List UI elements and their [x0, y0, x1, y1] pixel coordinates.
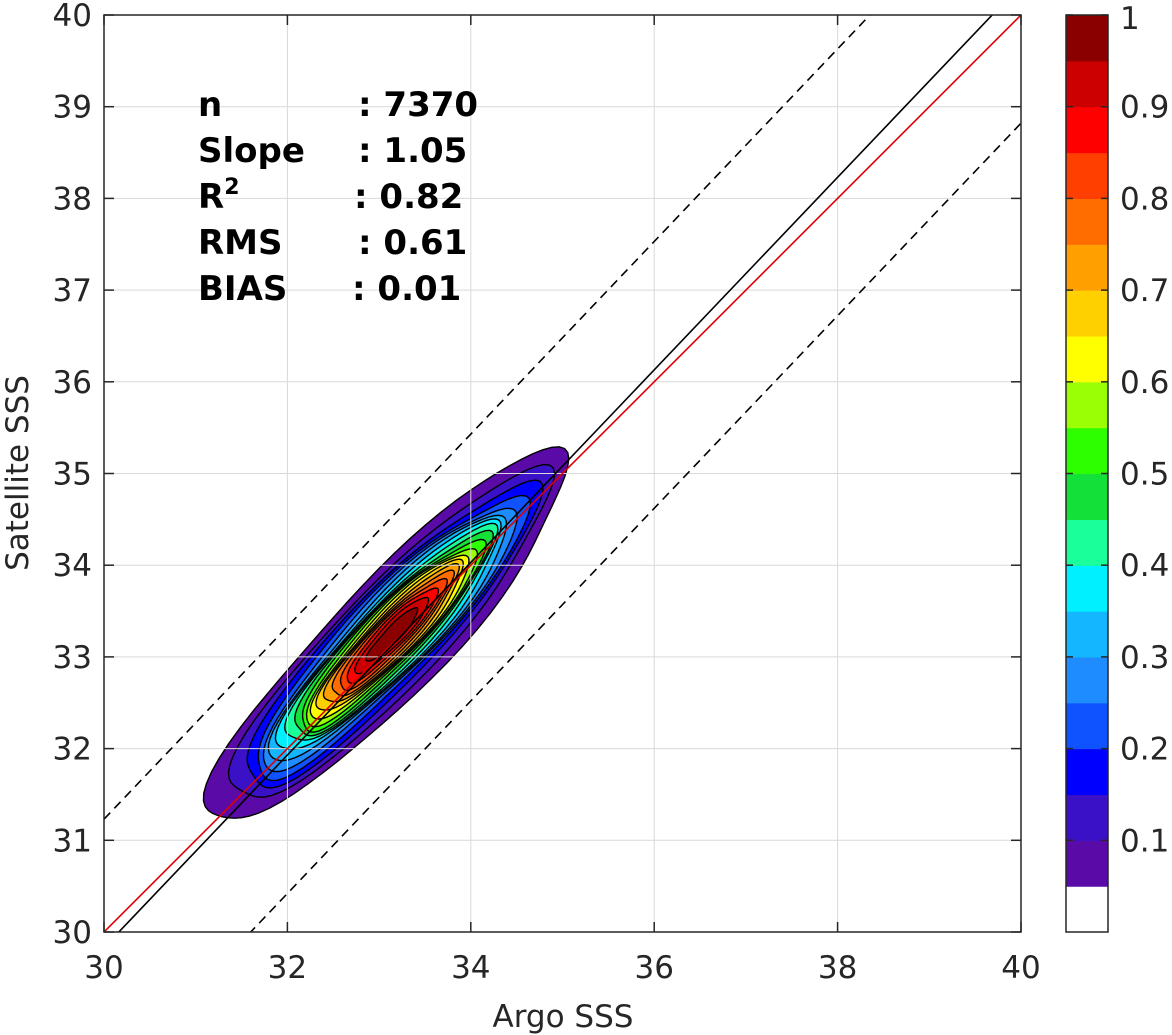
y-tick-label: 31	[53, 823, 92, 859]
stat-value: : 0.82	[354, 177, 463, 217]
stat-label: RMS	[198, 223, 283, 263]
reference-lines	[104, 15, 1021, 932]
y-tick-label: 40	[53, 0, 92, 34]
colorbar-segment	[1066, 519, 1108, 566]
colorbar-segment	[1066, 656, 1108, 704]
y-tick-labels: 30 31 32 33 34 35 36 37 38 39 40	[53, 0, 92, 951]
colorbar-tick-label: 0.9	[1120, 90, 1169, 126]
stat-superscript: 2	[224, 175, 239, 200]
colorbar-segment	[1066, 427, 1108, 475]
regression-line	[117, 15, 994, 932]
y-tick-label: 38	[53, 181, 92, 217]
y-tick-label: 30	[53, 915, 92, 951]
colorbar-segment	[1066, 565, 1108, 612]
colorbar-segment	[1066, 290, 1108, 337]
colorbar-segment	[1066, 886, 1108, 933]
colorbar-tick-label: 1	[1120, 1, 1140, 37]
lower-bound-line	[249, 122, 1021, 932]
stat-label: BIAS	[198, 269, 287, 309]
x-tick-label: 30	[84, 950, 123, 986]
colorbar-tick-label: 0.3	[1120, 640, 1169, 676]
x-tick-label: 40	[1001, 950, 1040, 986]
x-tick-label: 36	[634, 950, 673, 986]
colorbar-tick-label: 0.5	[1120, 457, 1169, 493]
axis-ticks	[103, 14, 1022, 933]
y-tick-label: 36	[53, 365, 92, 401]
colorbar-segment	[1066, 702, 1108, 750]
colorbar-segment	[1066, 794, 1108, 841]
colorbar-segment	[1066, 748, 1108, 796]
colorbar-segment	[1066, 611, 1108, 658]
colorbar-segment	[1066, 198, 1108, 245]
colorbar-segment	[1066, 244, 1108, 291]
y-tick-label: 35	[53, 457, 92, 493]
x-axis-label: Argo SSS	[493, 999, 634, 1035]
colorbar-tick-label: 0.7	[1120, 273, 1169, 309]
stat-value: : 1.05	[358, 131, 467, 171]
colorbar-segment	[1066, 60, 1108, 108]
colorbar-tick-label: 0.6	[1120, 365, 1169, 401]
y-tick-label: 32	[53, 732, 92, 768]
colorbar-segment	[1066, 106, 1108, 154]
colorbar-segment	[1066, 473, 1108, 520]
colorbar-tick-label: 0.8	[1120, 181, 1169, 217]
stat-value: : 0.01	[352, 269, 461, 309]
colorbar-segment	[1066, 335, 1108, 383]
x-tick-label: 38	[818, 950, 857, 986]
y-tick-label: 34	[53, 548, 92, 584]
x-tick-label: 34	[451, 950, 490, 986]
colorbar-segment	[1066, 381, 1108, 429]
colorbar-tick-label: 0.4	[1120, 548, 1169, 584]
stat-value: : 0.61	[358, 223, 467, 263]
y-tick-label: 39	[53, 90, 92, 126]
colorbar-segment	[1066, 840, 1108, 887]
x-tick-labels: 30 32 34 36 38 40	[84, 950, 1040, 986]
colorbar-segment	[1066, 152, 1108, 199]
identity-line	[104, 15, 1021, 932]
colorbar-segment	[1066, 15, 1108, 62]
colorbar-tick-label: 0.2	[1120, 732, 1169, 768]
colorbar-tick-label: 0.1	[1120, 823, 1169, 859]
density-contours	[202, 446, 570, 819]
upper-bound-line	[104, 15, 872, 820]
y-tick-label: 37	[53, 273, 92, 309]
stat-label: n	[198, 85, 222, 125]
grid-lines	[104, 15, 1021, 932]
colorbar: 0.1 0.2 0.3 0.4 0.5 0.6 0.7 0.8 0.9 1	[1065, 1, 1169, 933]
x-tick-label: 32	[268, 950, 307, 986]
y-tick-label: 33	[53, 640, 92, 676]
stat-value: : 7370	[358, 85, 478, 125]
y-axis-label: Satellite SSS	[0, 375, 36, 571]
stat-label: Slope	[198, 131, 305, 171]
